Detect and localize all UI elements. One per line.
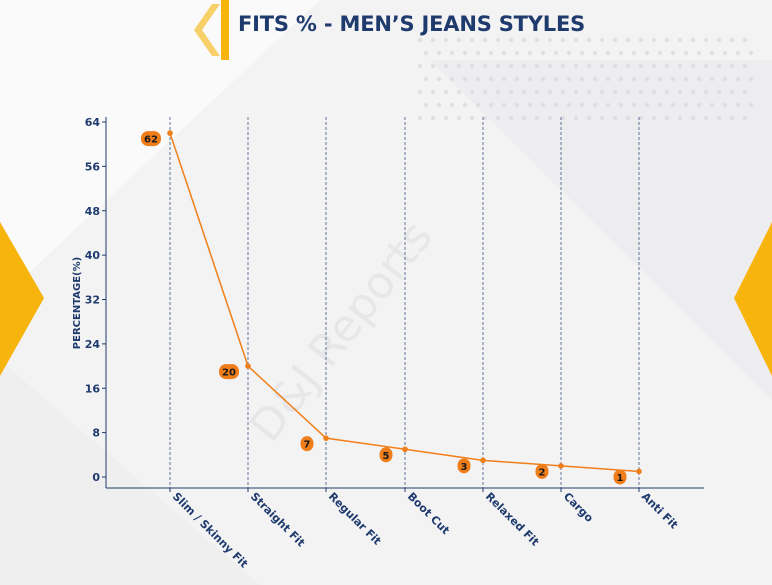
data-point	[167, 130, 173, 136]
data-point	[480, 457, 486, 464]
y-tick-label: 0	[92, 471, 100, 484]
data-label-badge	[457, 458, 471, 474]
x-tick-label: Boot Cut	[405, 490, 452, 537]
data-label: 7	[304, 440, 311, 451]
title-chevron-icon	[194, 4, 220, 56]
x-tick-label: Regular Fit	[326, 490, 384, 548]
y-tick-label: 40	[85, 249, 101, 262]
data-point	[402, 446, 408, 453]
data-label: 5	[383, 451, 390, 462]
data-label: 2	[539, 467, 546, 478]
y-tick-label: 56	[85, 160, 101, 173]
x-tick-label: Straight Fit	[248, 490, 307, 549]
data-label: 1	[617, 473, 624, 484]
right-arrow-shape	[734, 222, 772, 376]
y-axis-label: PERCENTAGE(%)	[72, 257, 83, 349]
y-tick-label: 24	[85, 338, 101, 351]
data-label: 62	[144, 135, 158, 146]
data-point	[636, 468, 642, 475]
data-label: 3	[461, 462, 468, 473]
title-accent-bar	[221, 0, 229, 60]
x-tick-label: Slim / Skinny Fit	[170, 490, 250, 570]
series-layer	[167, 130, 642, 475]
x-tick-label: Anti Fit	[639, 490, 681, 532]
data-point	[558, 463, 564, 469]
y-tick-label: 16	[85, 382, 101, 395]
grid-layer	[169, 117, 640, 488]
x-tick-label: Cargo	[561, 490, 596, 525]
data-label-badge	[613, 469, 627, 485]
data-label-badge	[379, 447, 393, 463]
data-label: 20	[222, 368, 236, 379]
data-label-badge	[141, 131, 161, 147]
data-label-badge	[219, 364, 239, 380]
data-label-badge	[535, 463, 549, 479]
data-label-badge	[300, 436, 314, 452]
y-tick-label: 32	[85, 294, 100, 307]
x-tick-label: Relaxed Fit	[483, 490, 542, 549]
y-tick-label: 64	[85, 116, 101, 129]
data-point	[245, 363, 251, 369]
y-tick-label: 8	[92, 427, 100, 440]
chart-title: FITS % - MEN’S JEANS STYLES	[238, 12, 586, 36]
left-arrow-shape	[0, 222, 44, 376]
data-point	[323, 435, 329, 441]
series-line	[169, 132, 640, 473]
data-label-layer: 62 20 7 5 3 2 1	[141, 131, 627, 485]
y-tick-label: 48	[85, 205, 100, 218]
